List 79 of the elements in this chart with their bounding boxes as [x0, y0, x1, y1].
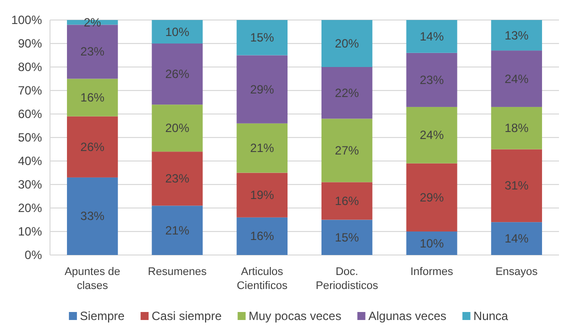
bar: [152, 152, 203, 206]
y-tick-label: 10%: [18, 224, 42, 238]
bar: [152, 44, 203, 105]
data-label: 27%: [334, 143, 360, 158]
y-tick-label: 50%: [18, 130, 42, 144]
legend-label: Muy pocas veces: [248, 309, 342, 323]
data-label: 15%: [250, 30, 274, 45]
data-label: 10%: [165, 24, 190, 39]
bar: [66, 116, 118, 178]
bar: [152, 20, 203, 44]
bar: [321, 20, 372, 67]
bar: [491, 20, 542, 51]
data-label: 29%: [420, 190, 444, 204]
data-label: 16%: [334, 194, 360, 208]
bar: [321, 220, 372, 255]
bar: [491, 50, 542, 107]
data-label: 13%: [504, 28, 529, 42]
bar: [491, 222, 542, 255]
bar: [491, 106, 542, 150]
bar: [152, 206, 203, 255]
bar: [236, 123, 288, 173]
data-label: 33%: [80, 209, 105, 224]
legend-label: Algunas veces: [368, 309, 446, 323]
legend-label: Nunca: [473, 309, 508, 323]
x-tick-label: Apuntes de clases: [64, 266, 120, 292]
bar: [66, 177, 118, 255]
y-tick-label: 100%: [11, 12, 42, 27]
data-label: 10%: [420, 236, 444, 250]
data-label: 24%: [420, 128, 444, 142]
bar: [406, 106, 458, 164]
bar: [406, 232, 458, 255]
bar: [321, 67, 372, 119]
data-label: 24%: [504, 72, 529, 86]
bar: [321, 118, 372, 182]
data-label: 15%: [334, 230, 360, 244]
y-tick-label: 40%: [18, 154, 42, 168]
y-tick-label: 80%: [18, 60, 42, 74]
legend-label: Siempre: [80, 309, 125, 323]
y-tick-label: 90%: [18, 36, 42, 50]
data-label: 16%: [80, 90, 105, 105]
x-tick-label: Doc. Periodisticos: [316, 266, 379, 292]
data-label: 21%: [250, 141, 274, 156]
data-label: 19%: [250, 188, 274, 202]
data-label: 18%: [504, 121, 529, 136]
data-label: 23%: [420, 72, 444, 87]
data-label: 23%: [80, 44, 105, 59]
data-label: 26%: [80, 140, 105, 154]
data-label: 29%: [250, 82, 274, 96]
data-label: 21%: [165, 223, 190, 238]
data-label: 16%: [250, 229, 274, 244]
data-label: 20%: [165, 121, 190, 136]
bar: [152, 104, 203, 152]
legend-label: Casi siempre: [152, 309, 222, 323]
x-tick-label: Resumenes: [148, 266, 208, 278]
y-tick-label: 70%: [18, 83, 42, 98]
bar: [406, 163, 458, 232]
bar: [236, 172, 288, 218]
x-tick-label: Articulos Cientificos: [236, 266, 288, 292]
bar: [236, 20, 288, 56]
y-tick-label: 60%: [18, 106, 42, 121]
data-label: 22%: [334, 86, 360, 100]
x-tick-label: Ensayos: [495, 266, 538, 278]
bar: [406, 52, 458, 107]
data-label: 20%: [334, 36, 360, 50]
data-label: 26%: [165, 67, 190, 82]
data-label: 23%: [165, 172, 190, 186]
bar: [491, 149, 542, 222]
y-tick-label: 20%: [18, 200, 42, 215]
bar: [236, 55, 288, 124]
data-label: 14%: [504, 232, 529, 246]
x-tick-label: Informes: [410, 266, 454, 278]
data-label: 31%: [504, 178, 529, 193]
y-tick-label: 30%: [18, 177, 42, 192]
bar: [321, 182, 372, 220]
data-label: 14%: [420, 29, 444, 44]
y-tick-label: 0%: [24, 248, 42, 262]
bar: [236, 217, 288, 255]
bar: [406, 20, 458, 53]
bar: [66, 78, 118, 116]
